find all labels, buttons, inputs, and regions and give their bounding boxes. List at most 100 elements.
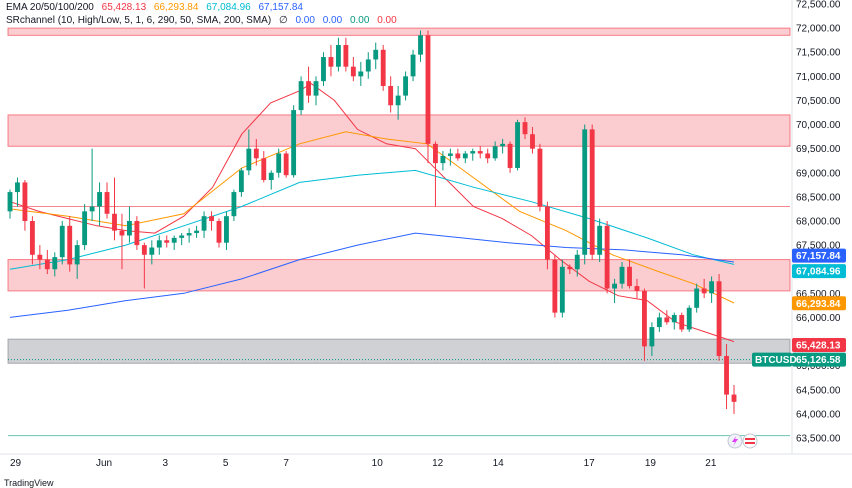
price-tag-bg <box>792 338 846 353</box>
candle <box>291 105 297 178</box>
candle-body <box>522 122 528 135</box>
price-tags: 67,157.84 67,084.96 66,293.84 65,428.13 65,1… <box>752 248 846 367</box>
candle-body <box>194 230 200 234</box>
price-tag-label: 67,084.96 <box>796 267 841 278</box>
candle <box>358 61 364 86</box>
candle-body <box>283 153 289 176</box>
candle-body <box>418 35 423 55</box>
srchannel-symbol: ∅ <box>278 15 288 26</box>
candle-body <box>679 315 685 330</box>
price-tick-label: 66,500.00 <box>796 289 841 300</box>
candle <box>104 182 110 219</box>
candle-body <box>179 235 185 238</box>
candle-body <box>216 221 222 243</box>
candle <box>724 343 729 410</box>
time-tick-label: 10 <box>372 458 384 469</box>
candle <box>537 143 543 212</box>
time-tick-label: Jun <box>96 458 112 469</box>
ema-legend[interactable]: EMA 20/50/100/200 65,428.13 66,293.84 67… <box>6 2 308 13</box>
candle-body <box>126 221 132 236</box>
candle <box>604 221 610 294</box>
event-flash-glyph <box>732 436 738 446</box>
candle <box>253 139 259 166</box>
candle <box>544 201 550 270</box>
candle-body <box>373 49 379 60</box>
candle-body <box>709 281 715 294</box>
candle-body <box>395 95 401 106</box>
candle-body <box>112 213 117 231</box>
price-tag: 67,084.96 <box>792 264 846 279</box>
candle <box>209 211 214 231</box>
ema200-line <box>9 232 735 318</box>
us-flag-icon <box>742 433 758 449</box>
candle-body <box>664 317 670 323</box>
candle <box>156 235 162 255</box>
candle <box>612 278 618 303</box>
price-tick-label: 68,500.00 <box>796 192 841 203</box>
candle <box>627 259 632 289</box>
candle-body <box>321 57 326 82</box>
price-tag-label: 67,157.84 <box>796 251 841 262</box>
candle <box>477 146 483 159</box>
candle-body <box>276 153 282 173</box>
time-axis[interactable]: 29 Jun 3 5 7 10 12 14 17 19 21 <box>10 458 717 469</box>
candle-body <box>306 81 311 96</box>
price-axis[interactable]: 72,500.00 72,000.00 71,500.00 71,000.00 70,5… <box>796 0 841 445</box>
candle-body <box>403 76 409 96</box>
candle <box>97 182 102 226</box>
sr-zone-0 <box>7 27 791 36</box>
candle <box>433 141 438 207</box>
candle <box>126 206 132 243</box>
price-tag-bg <box>792 352 846 367</box>
candle-body <box>597 225 603 255</box>
candle-body <box>694 288 700 308</box>
ema50-value: 66,293.84 <box>153 2 199 13</box>
ema100-value: 67,084.96 <box>206 2 251 13</box>
candle-body <box>589 129 595 255</box>
candle <box>552 254 558 318</box>
ema-legend-label: EMA 20/50/100/200 <box>6 2 94 13</box>
candle-body <box>149 247 155 255</box>
candle <box>515 119 520 171</box>
candle <box>380 44 386 91</box>
price-tick-label: 71,500.00 <box>796 48 841 59</box>
candle-body <box>642 290 647 347</box>
candle-body <box>89 206 95 212</box>
candle-body <box>67 225 73 265</box>
candle-body <box>500 143 506 147</box>
candle <box>440 151 446 171</box>
candle <box>447 148 453 166</box>
candle <box>29 216 35 265</box>
sr-value-2: 0.00 <box>322 15 343 26</box>
ema20-value: 65,428.13 <box>101 2 147 13</box>
candle <box>530 126 535 154</box>
candle <box>164 235 170 248</box>
candle-body <box>231 192 237 217</box>
chart-grid <box>0 0 852 455</box>
candle-body <box>52 257 58 270</box>
candle <box>216 218 222 248</box>
time-tick-label: 5 <box>223 458 229 469</box>
candle <box>328 44 334 77</box>
price-tag-label: 66,293.84 <box>796 299 841 310</box>
candle-body <box>224 216 229 243</box>
candle <box>470 148 476 161</box>
candle <box>418 30 423 62</box>
candle <box>141 242 147 289</box>
candle-body <box>298 81 304 111</box>
price-tag-bg <box>792 296 846 311</box>
candle-body <box>619 266 625 284</box>
candle-body <box>447 153 453 156</box>
candle <box>268 170 274 190</box>
candle-body <box>365 59 371 72</box>
candle-body <box>701 288 707 294</box>
srchannel-legend[interactable]: SRchannel (10, High/Low, 5, 1, 6, 290, 5… <box>6 15 402 26</box>
candle <box>485 148 491 164</box>
candle-body <box>29 221 35 255</box>
candle <box>298 76 304 115</box>
candle <box>365 52 371 79</box>
candle <box>335 37 341 72</box>
candle <box>149 240 155 265</box>
candle <box>283 151 289 178</box>
